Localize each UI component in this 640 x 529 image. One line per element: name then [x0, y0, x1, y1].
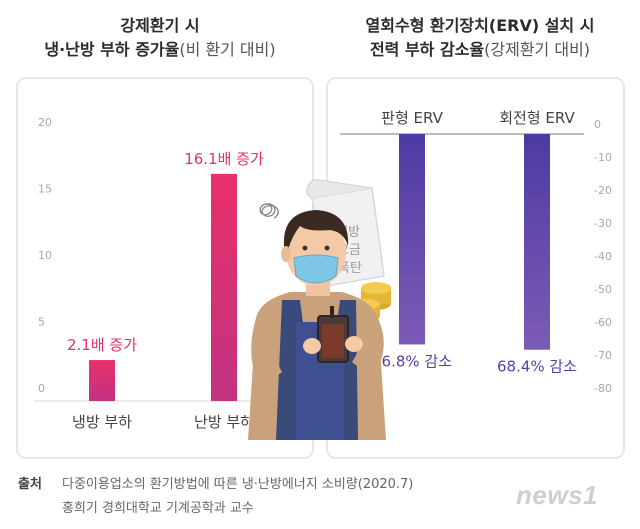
- right-y-tick-label: -70: [594, 349, 612, 362]
- right-y-tick-label: -50: [594, 283, 612, 296]
- right-y-tick-label: -30: [594, 217, 612, 230]
- left-y-tick-label: 20: [38, 116, 52, 129]
- right-bar-1: [399, 134, 425, 345]
- left-title-subtitle: (비 환기 대비): [179, 40, 276, 59]
- left-y-tick-label: 0: [38, 382, 45, 395]
- right-data-label-1: 66.8% 감소: [372, 352, 452, 370]
- left-y-tick-label: 15: [38, 183, 52, 196]
- left-chart-title: 강제환기 시 냉·난방 부하 증가율(비 환기 대비): [0, 14, 320, 62]
- right-chart: 0 -10 -20 -30 -40 -50 -60 -70 -80 판형 ERV 66.8% 감소 회…: [340, 109, 612, 395]
- right-y-tick-label: -40: [594, 250, 612, 263]
- scribble-icon: [259, 203, 279, 219]
- news1-logo: news1: [516, 480, 598, 510]
- right-data-label-2: 68.4% 감소: [497, 358, 577, 376]
- left-title-line2: 냉·난방 부하 증가율: [44, 40, 180, 59]
- left-data-label-2: 16.1배 증가: [184, 150, 264, 168]
- right-title-line2: 전력 부하 감소율: [369, 40, 485, 59]
- mask-icon: [293, 254, 339, 284]
- right-category-label-2: 회전형 ERV: [499, 109, 575, 127]
- left-bar-1: [89, 360, 115, 401]
- left-category-label-2: 난방 부하: [194, 413, 254, 431]
- right-title-line1: 열회수형 환기장치(ERV) 설치 시: [365, 16, 595, 35]
- left-category-label-1: 냉방 부하: [72, 413, 132, 431]
- left-y-tick-label: 5: [38, 316, 45, 329]
- source-note: 출처: [18, 473, 42, 492]
- right-y-tick-label: -60: [594, 316, 612, 329]
- left-data-label-1: 2.1배 증가: [67, 336, 137, 354]
- right-y-tick-label: 0: [594, 118, 601, 131]
- worker-illustration: 냉방 요금 폭탄: [248, 179, 391, 440]
- source-line1: 다중이용업소의 환기방법에 따른 냉·난방에너지 소비량(2020.7): [62, 477, 414, 492]
- right-category-label-1: 판형 ERV: [381, 109, 443, 127]
- right-chart-title: 열회수형 환기장치(ERV) 설치 시 전력 부하 감소율(강제환기 대비): [320, 14, 640, 62]
- right-y-tick-label: -80: [594, 382, 612, 395]
- right-bar-2: [524, 134, 550, 350]
- sign-text-line3: 폭탄: [338, 261, 362, 276]
- right-y-tick-label: -20: [594, 184, 612, 197]
- left-y-tick-label: 10: [38, 249, 52, 262]
- right-y-tick-label: -10: [594, 151, 612, 164]
- left-title-line1: 강제환기 시: [120, 16, 200, 35]
- source-label: 출처: [18, 477, 42, 492]
- right-title-subtitle: (강제환기 대비): [484, 40, 591, 59]
- source-line2: 홍희기 경희대학교 기계공학과 교수: [62, 501, 254, 516]
- left-bar-2: [211, 173, 237, 401]
